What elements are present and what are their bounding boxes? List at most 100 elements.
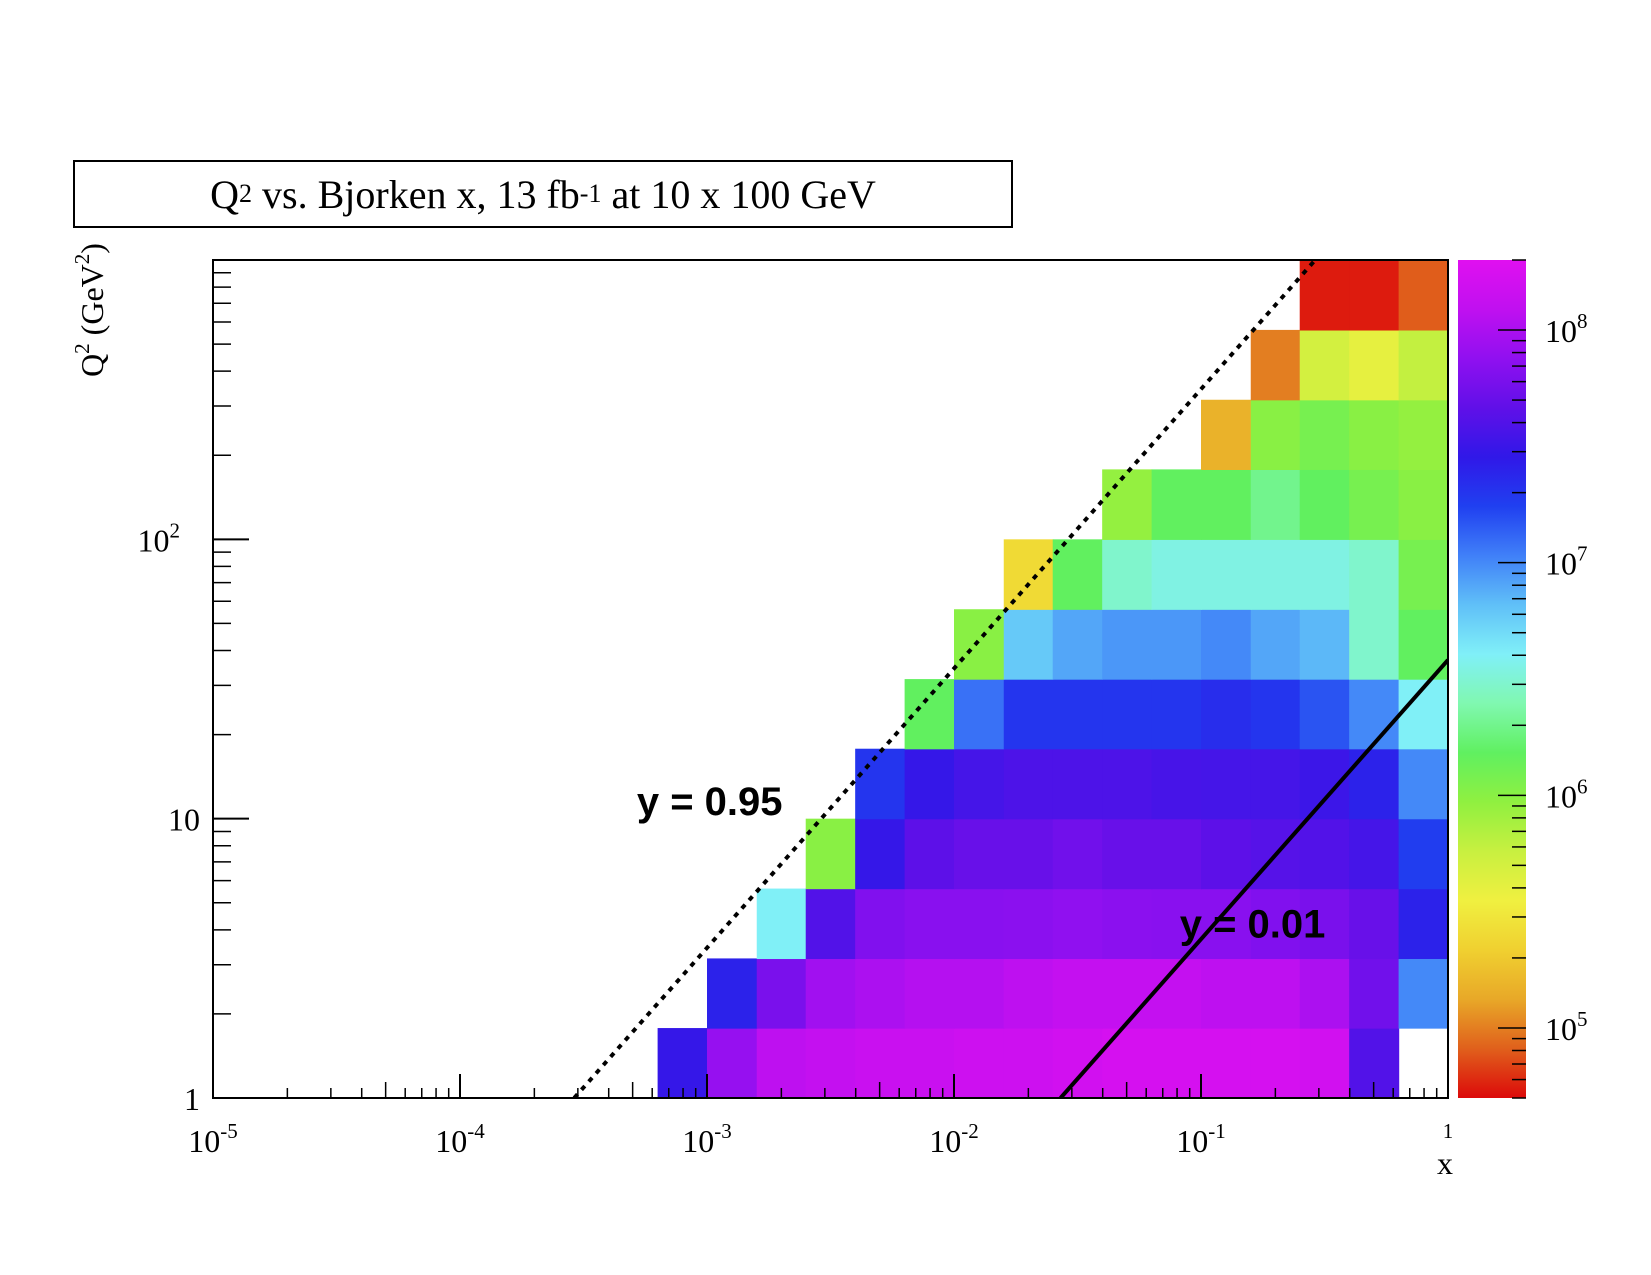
heatmap-cell	[1201, 469, 1252, 540]
heatmap-cell	[1052, 748, 1103, 820]
heatmap-cell	[707, 1028, 758, 1098]
heatmap-cell	[1299, 1028, 1350, 1098]
heatmap-cell	[1398, 260, 1448, 331]
heatmap-cell	[1398, 958, 1448, 1029]
heatmap-cell	[1052, 609, 1103, 680]
x-tick-label: 10-3	[682, 1119, 732, 1159]
heatmap-cell	[1003, 888, 1054, 960]
heatmap-cell	[1398, 539, 1448, 610]
heatmap-cell	[1151, 679, 1202, 750]
heatmap-cell	[1398, 399, 1448, 470]
annotations: y = 0.95 y = 0.01	[637, 780, 1326, 947]
heatmap-cell	[1250, 609, 1301, 680]
heatmap-cell	[1052, 1028, 1103, 1098]
heatmap-cell	[1003, 679, 1054, 750]
heatmap-cell	[1398, 329, 1448, 401]
heatmap-cell	[1398, 888, 1448, 960]
y-tick-label: 1	[184, 1081, 200, 1117]
heatmap-cell	[1003, 609, 1054, 680]
heatmap-cell	[1349, 748, 1400, 820]
heatmap-cell	[1151, 748, 1202, 820]
heatmap-cell	[805, 1028, 856, 1098]
heatmap-cell	[1349, 469, 1400, 540]
heatmap-cell	[904, 888, 955, 960]
x-tick-label: 10-5	[188, 1119, 238, 1159]
heatmap-cell	[1349, 958, 1400, 1029]
heatmap-cell	[954, 609, 1005, 680]
heatmap-cell	[1201, 888, 1252, 960]
heatmap-cell	[1052, 679, 1103, 750]
heatmap-cell	[756, 1028, 807, 1098]
heatmap-cell	[1201, 609, 1252, 680]
title-sup1: 2	[239, 179, 253, 208]
colorbar-ticks: 105 106 107 108	[1498, 259, 1588, 1099]
heatmap-cell	[1102, 748, 1153, 820]
heatmap-cell	[1151, 818, 1202, 890]
heatmap-cell	[756, 958, 807, 1029]
x-axis-label: x	[1437, 1145, 1453, 1181]
heatmap-cell	[1201, 748, 1252, 820]
y-tick-label: 10	[168, 802, 200, 838]
x-tick-label: 10-4	[435, 1119, 485, 1159]
heatmap-cell	[1102, 818, 1153, 890]
colorbar-gradient	[1458, 260, 1526, 1098]
heatmap-cell	[1349, 539, 1400, 610]
heatmap-cell	[954, 888, 1005, 960]
heatmap-cell	[954, 958, 1005, 1029]
heatmap-cell	[1052, 818, 1103, 890]
heatmap-cell	[1151, 958, 1202, 1029]
heatmap-cell	[805, 818, 856, 890]
x-tick-label: 10-1	[1176, 1119, 1226, 1159]
title-mid: vs. Bjorken x, 13 fb	[252, 171, 580, 217]
title-sup2: -1	[579, 179, 602, 208]
heatmap-cell	[1299, 469, 1350, 540]
heatmap-cell	[904, 958, 955, 1029]
heatmap-cell	[1003, 748, 1054, 820]
heatmap-cell	[1250, 539, 1301, 610]
heatmap-cell	[1250, 888, 1301, 960]
heatmap-cell	[1201, 1028, 1252, 1098]
y-001-line	[1059, 658, 1448, 1098]
heatmap-cell	[855, 748, 906, 820]
heatmap-cell	[1052, 958, 1103, 1029]
heatmap-cell	[1250, 679, 1301, 750]
color-scale-bar: 105 106 107 108	[1458, 259, 1588, 1099]
colorbar-tick-label: 106	[1545, 774, 1588, 814]
x-axis-ticks: 10-5 10-4 10-3 10-2 10-1 1	[188, 1074, 1453, 1159]
heatmap-cell	[1299, 539, 1350, 610]
heatmap-cell	[1299, 748, 1350, 820]
heatmap-cell	[1250, 748, 1301, 820]
heatmap-cell	[1398, 748, 1448, 820]
heatmap-cell	[1102, 539, 1153, 610]
heatmap-cell	[954, 748, 1005, 820]
heatmap-cell	[1349, 818, 1400, 890]
heatmap-cell	[1151, 469, 1202, 540]
heatmap-cell	[855, 818, 906, 890]
heatmap-cell	[1299, 888, 1350, 960]
x-tick-label: 10-2	[929, 1119, 979, 1159]
heatmap-cell	[1201, 958, 1252, 1029]
heatmap-cell	[1102, 469, 1153, 540]
kinematic-lines	[572, 260, 1448, 1098]
heatmap-cell	[904, 818, 955, 890]
heatmap-cell	[954, 1028, 1005, 1098]
heatmap-cell	[855, 958, 906, 1029]
heatmap-cell	[1299, 609, 1350, 680]
ylabel-sup1: 2	[70, 343, 94, 354]
y-axis-ticks: 1 10 102	[138, 272, 249, 1117]
heatmap-cell	[1250, 399, 1301, 470]
heatmap-cell	[1102, 679, 1153, 750]
heatmap-cell	[1250, 469, 1301, 540]
heatmap-cell	[1349, 888, 1400, 960]
ylabel-sup2: 2	[70, 254, 94, 265]
heatmap-cells	[657, 260, 1448, 1098]
heatmap-cell	[1299, 329, 1350, 401]
heatmap-cell	[1151, 1028, 1202, 1098]
heatmap-cell	[904, 679, 955, 750]
ylabel-mid: (GeV	[74, 264, 110, 343]
heatmap-cell	[855, 888, 906, 960]
heatmap-cell	[1398, 818, 1448, 890]
heatmap-cell	[1250, 1028, 1301, 1098]
heatmap-cell	[1003, 1028, 1054, 1098]
